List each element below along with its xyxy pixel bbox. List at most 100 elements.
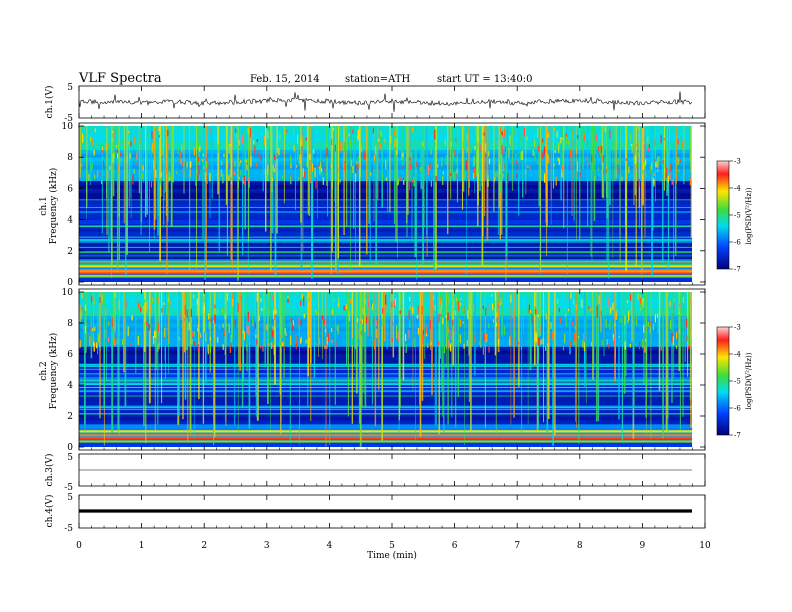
- spec1-speck: [339, 127, 341, 137]
- spec1-speck: [299, 154, 301, 163]
- spec1-speck: [494, 172, 497, 180]
- spec2-band: [79, 431, 692, 436]
- spec2-speck: [157, 296, 159, 304]
- spec1-speck: [633, 160, 635, 164]
- spec2-speck: [275, 319, 277, 327]
- spec2-speck: [453, 295, 455, 300]
- spec2-speck: [166, 327, 169, 331]
- spec1-band: [79, 176, 692, 182]
- spec2-band: [79, 427, 692, 432]
- spec1-speck: [284, 129, 286, 139]
- spec2-speck: [371, 300, 373, 307]
- spec1-speck: [228, 164, 230, 169]
- spec2-speck: [374, 322, 376, 332]
- spec2-speck: [193, 341, 195, 346]
- spec1-speck: [125, 175, 127, 181]
- spec1-speck: [361, 146, 363, 152]
- spec2-speck: [84, 304, 87, 311]
- spec2-speck: [205, 332, 207, 342]
- spec2-speck: [620, 318, 622, 323]
- x-tick-label: 3: [264, 541, 270, 551]
- spec2-speck: [79, 313, 81, 322]
- spec1-speck: [291, 173, 293, 181]
- spec2-speck: [314, 309, 317, 313]
- spec2-speck: [199, 333, 201, 342]
- colorbar-tick-label: -4: [734, 351, 741, 359]
- spec1-band: [79, 211, 692, 217]
- colorbar-tick-label: -6: [734, 239, 741, 247]
- spec2-speck: [214, 304, 216, 309]
- spec1-speck: [290, 176, 292, 185]
- spec1-speck: [604, 126, 606, 133]
- spec1-speck: [651, 162, 653, 170]
- spec2-speck: [564, 333, 566, 344]
- spec2-speck: [287, 295, 289, 299]
- spec2-speck: [581, 299, 583, 308]
- spec1-speck: [209, 141, 211, 148]
- spec2-speck: [299, 300, 301, 305]
- spec1-speck: [315, 179, 317, 189]
- spec2-speck: [610, 307, 612, 314]
- spec1-speck: [344, 162, 346, 171]
- spec2-speck: [443, 346, 445, 354]
- spec1-speck: [455, 156, 457, 165]
- spec2-speck: [686, 318, 688, 328]
- spec1-speck: [106, 126, 108, 129]
- spec2-speck: [338, 297, 340, 303]
- spec1-speck: [133, 136, 135, 144]
- spec2-speck: [447, 327, 449, 331]
- spec2-speck: [148, 323, 150, 331]
- spec1-speck: [419, 167, 421, 171]
- spec1-speck: [645, 159, 647, 166]
- spec1-speck: [670, 164, 672, 173]
- spec2-speck: [116, 338, 118, 345]
- spec2-speck: [275, 310, 277, 314]
- spec1-speck: [515, 153, 517, 158]
- spec2-speck: [277, 305, 279, 314]
- spec2-speck: [685, 311, 687, 316]
- spec2-speck: [422, 330, 424, 335]
- spec1-speck: [488, 150, 490, 157]
- spec1-speck: [193, 147, 195, 156]
- spec1-speck: [353, 137, 355, 144]
- spec1-speck: [411, 127, 414, 132]
- spec2-speck: [452, 325, 454, 331]
- spec1-speck: [483, 132, 485, 136]
- ch2-spectrogram-yticks: 0 2 4 6 8 10: [62, 288, 705, 453]
- spec1-speck: [169, 175, 172, 181]
- spec1-speck: [338, 180, 340, 185]
- spec2-speck: [426, 326, 428, 334]
- spec1-speck: [520, 151, 522, 161]
- spec1-speck: [293, 128, 295, 135]
- spec1-speck: [422, 164, 424, 175]
- spec1-speck: [160, 172, 162, 177]
- spec2-speck: [108, 321, 110, 325]
- spec1-speck: [375, 145, 377, 155]
- spec1-speck: [217, 144, 219, 154]
- spec2-speck: [398, 332, 400, 342]
- spec2-speck: [562, 345, 565, 351]
- spec2-speck: [122, 339, 124, 345]
- x-axis-label: Time (min): [367, 550, 417, 561]
- spec2-speck: [547, 334, 550, 345]
- spec1-speck: [99, 173, 101, 177]
- spec1-speck: [502, 173, 504, 178]
- spec2-speck: [643, 324, 645, 333]
- spec1-speck: [430, 180, 432, 187]
- spec1-speck: [658, 156, 661, 162]
- spec1-speck: [474, 128, 476, 133]
- spec1-speck: [450, 173, 452, 176]
- spec1-speck: [570, 159, 572, 169]
- spec2-speck: [570, 292, 572, 299]
- spec2-speck: [429, 320, 431, 329]
- spec1-speck: [498, 137, 500, 140]
- spec1-speck: [267, 164, 269, 172]
- spec1-speck: [587, 162, 589, 166]
- spec2-speck: [101, 301, 104, 306]
- spec1-speck: [450, 142, 452, 147]
- spec2-speck: [614, 323, 616, 327]
- spec2-speck: [531, 314, 533, 324]
- spec2-speck: [196, 306, 198, 316]
- spec1-speck: [90, 162, 92, 172]
